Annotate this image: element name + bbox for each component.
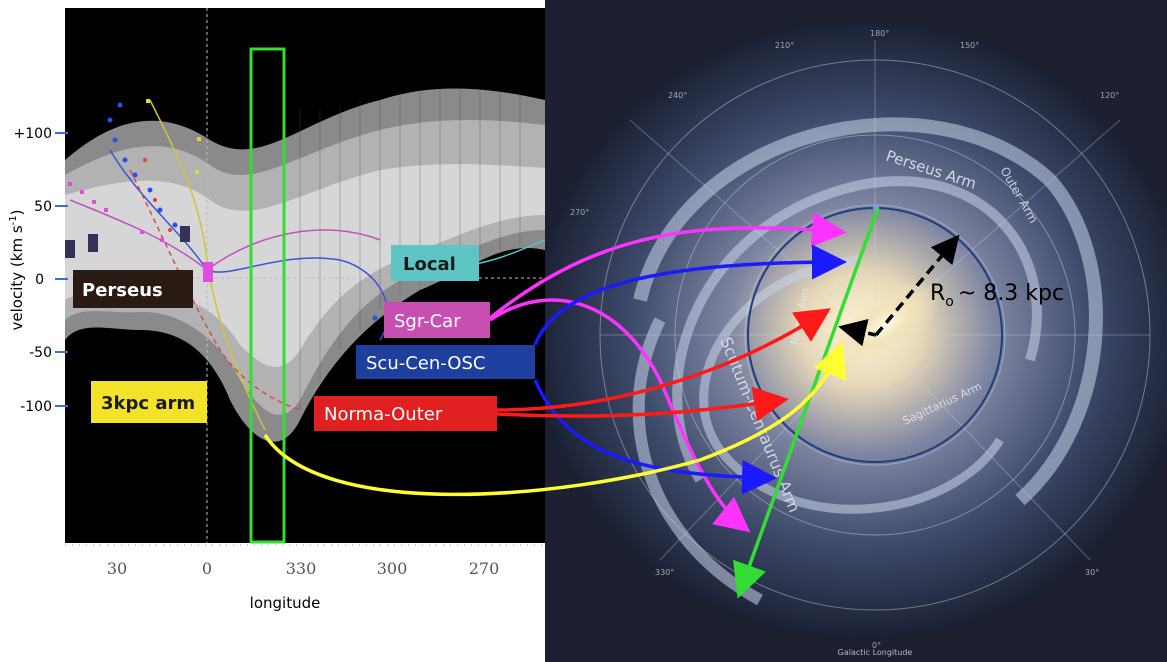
connector-arrows [263,212,847,533]
sgr-car-near-arrow [488,212,847,320]
yellow-tracer [149,99,266,431]
galactic-bulge [829,280,941,370]
lon-tick-210: 210° [775,41,794,50]
y-tick-label: +100 [14,126,52,142]
local-label-box: Local [391,245,479,281]
line-of-sight-arrow [733,207,880,599]
scu-cen-near-arrow [533,244,847,346]
x-tick-label: 300 [377,559,408,578]
y-axis: +100 50 0 -50 -100 velocity (km s-1) [8,126,68,415]
y-tick-label: -100 [20,399,52,415]
gc-pointer-arrow [838,318,877,347]
sgr-car-label-box: Sgr-Car [384,302,490,338]
y-tick-label: 50 [34,199,52,215]
sgr-car-far-arrow [489,298,751,533]
norma-far-arrow [496,386,789,422]
co-emission [65,88,545,442]
lon-tick-150: 150° [960,41,979,50]
x-axis-label: longitude [250,594,321,612]
lon-tick-30: 30° [1085,568,1099,577]
y-axis-label: velocity (km s-1) [8,210,26,331]
perseus-label-box: Perseus [73,270,193,308]
lon-tick-120: 120° [1100,91,1119,100]
three-kpc-label: 3kpc arm [101,393,195,414]
x-tick-label: 30 [107,559,127,578]
coordinate-rings [599,59,1151,611]
galactic-longitude-label: Galactic Longitude [838,648,913,657]
sgr-car-label: Sgr-Car [394,311,461,332]
scu-cen-osc-label-box: Scu-Cen-OSC [356,345,535,379]
lon-tick-270: 270° [570,208,589,217]
norma-outer-label-box: Norma-Outer [314,396,497,431]
three-kpc-arrow [263,341,847,497]
y-tick-label: -50 [29,345,52,361]
longitude-tick-labels: 180° 150° 210° 120° 240° 270° 0° 30° 330… [570,29,1119,650]
x-tick-label: 330 [286,559,317,578]
longitude-window-box [249,47,286,544]
norma-outer-label: Norma-Outer [324,404,443,425]
three-kpc-label-box: 3kpc arm [91,381,207,423]
perseus-label: Perseus [82,280,163,301]
scu-cen-osc-label: Scu-Cen-OSC [366,353,485,374]
x-tick-label: 0 [202,559,212,578]
lon-tick-180: 180° [870,29,889,38]
local-label: Local [403,254,456,275]
y-tick-label: 0 [35,272,44,288]
x-tick-label: 270 [469,559,500,578]
galaxy-map: Perseus Arm Outer Arm Sagittarius Arm Sc… [532,0,1167,662]
red-tracer [129,169,301,411]
maser-points [65,99,378,321]
lon-tick-240: 240° [668,91,687,100]
lon-tick-330: 330° [655,568,674,577]
x-axis: 30 0 330 300 270 longitude [65,544,545,612]
lon-tick-0: 0° [872,641,881,650]
blue-tracer [109,149,389,341]
arm-label-boxes: Perseus Local Sgr-Car Scu-Cen-OSC Norma-… [73,245,535,431]
r0-radius-arrow [874,234,960,337]
r0-label: Ro ~ 8.3 kpc [930,281,1064,310]
norma-near-arrow [496,308,831,412]
